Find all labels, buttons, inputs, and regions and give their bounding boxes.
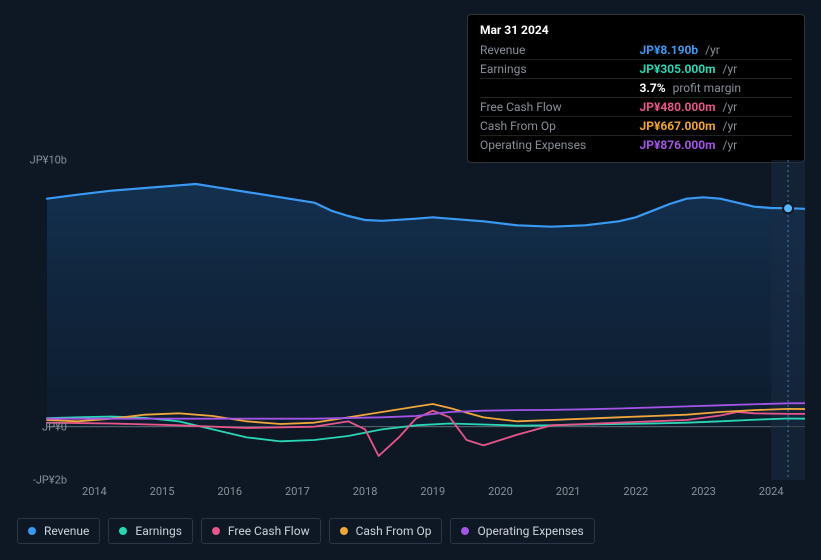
tooltip-row-value: JP¥305.000m /yr <box>640 60 793 79</box>
x-tick-label: 2023 <box>691 485 716 498</box>
x-tick-label: 2024 <box>759 485 784 498</box>
x-tick-label: 2015 <box>150 485 175 498</box>
x-tick-label: 2021 <box>556 485 581 498</box>
tooltip-row-label: Operating Expenses <box>480 136 640 155</box>
legend-swatch <box>461 527 469 535</box>
x-tick-label: 2016 <box>217 485 242 498</box>
legend-label: Earnings <box>135 524 182 538</box>
tooltip-date: Mar 31 2024 <box>480 23 792 37</box>
tooltip-row-value: JP¥8.190b /yr <box>640 41 793 60</box>
x-tick-label: 2020 <box>488 485 513 498</box>
legend-item-operating-expenses[interactable]: Operating Expenses <box>450 518 594 544</box>
y-tick-label: -JP¥2b <box>33 474 67 487</box>
tooltip-row-value: JP¥876.000m /yr <box>640 136 793 155</box>
legend-swatch <box>28 527 36 535</box>
legend-item-free-cash-flow[interactable]: Free Cash Flow <box>201 518 321 544</box>
legend-label: Revenue <box>44 524 89 538</box>
tooltip-row-label: Free Cash Flow <box>480 98 640 117</box>
tooltip-table: RevenueJP¥8.190b /yrEarningsJP¥305.000m … <box>480 41 792 154</box>
y-tick-label: JP¥0 <box>42 420 67 433</box>
x-tick-label: 2022 <box>623 485 648 498</box>
legend-swatch <box>212 527 220 535</box>
chart-tooltip: Mar 31 2024 RevenueJP¥8.190b /yrEarnings… <box>467 14 805 163</box>
x-tick-label: 2019 <box>420 485 445 498</box>
legend-swatch <box>340 527 348 535</box>
tooltip-row-label: Earnings <box>480 60 640 79</box>
tooltip-row-value: 3.7% profit margin <box>640 79 793 98</box>
legend-item-earnings[interactable]: Earnings <box>108 518 193 544</box>
legend-item-cash-from-op[interactable]: Cash From Op <box>329 518 443 544</box>
x-tick-label: 2014 <box>82 485 107 498</box>
tooltip-row-label: Cash From Op <box>480 117 640 136</box>
tooltip-row-value: JP¥667.000m /yr <box>640 117 793 136</box>
legend-label: Operating Expenses <box>477 524 583 538</box>
legend-item-revenue[interactable]: Revenue <box>17 518 100 544</box>
legend-label: Cash From Op <box>356 524 432 538</box>
tooltip-row-label <box>480 79 640 98</box>
x-tick-label: 2017 <box>285 485 310 498</box>
tooltip-row-label: Revenue <box>480 41 640 60</box>
chart-svg <box>17 160 805 480</box>
financial-chart[interactable]: JP¥10bJP¥0-JP¥2b <box>17 160 805 480</box>
legend-swatch <box>119 527 127 535</box>
legend-label: Free Cash Flow <box>228 524 310 538</box>
tooltip-row-value: JP¥480.000m /yr <box>640 98 793 117</box>
y-tick-label: JP¥10b <box>30 154 67 167</box>
legend: Revenue Earnings Free Cash Flow Cash From O… <box>17 518 595 544</box>
x-tick-label: 2018 <box>353 485 378 498</box>
